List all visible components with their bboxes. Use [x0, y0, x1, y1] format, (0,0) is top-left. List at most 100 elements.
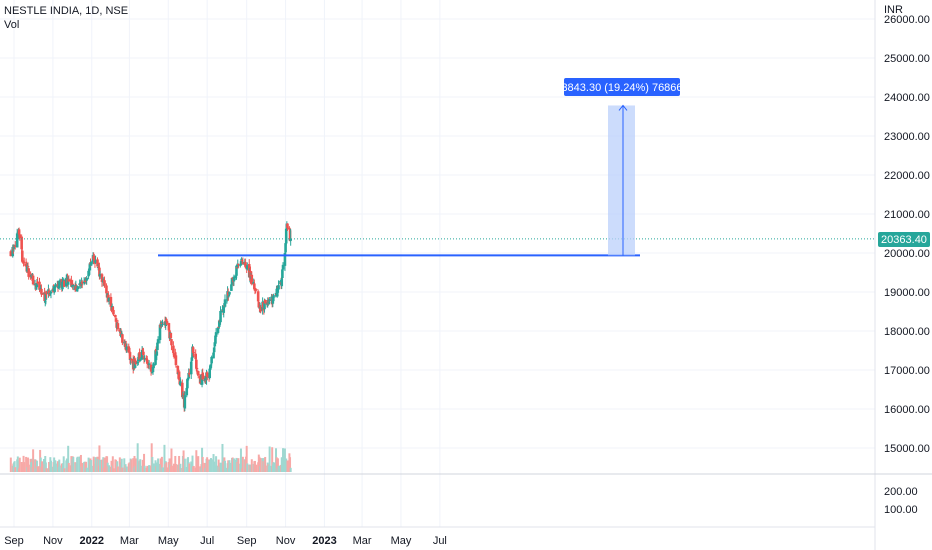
candle-body	[80, 282, 83, 286]
volume-bar	[157, 458, 160, 472]
candle-body	[24, 263, 28, 267]
volume-bar	[231, 457, 234, 472]
volume-bar	[224, 460, 227, 472]
candle-body	[36, 281, 39, 284]
candle-body	[13, 245, 17, 247]
candle-body	[209, 366, 212, 370]
time-tick-label: Jul	[433, 535, 447, 547]
time-tick-label: 2023	[312, 535, 336, 547]
volume-bar	[219, 462, 222, 472]
candle-body	[259, 307, 263, 312]
candle-body	[145, 359, 149, 364]
candle-body	[209, 364, 213, 366]
volume-bar	[23, 462, 26, 472]
volume-bar	[14, 467, 17, 472]
candle-body	[70, 280, 73, 287]
candle-body	[247, 264, 251, 278]
last-price-tag: 20363.40	[878, 232, 930, 247]
candle-body	[225, 299, 229, 301]
price-tick-label: 22000.00	[884, 170, 930, 182]
candle-body	[103, 280, 106, 286]
candle-body	[20, 236, 23, 250]
time-tick-label: Jul	[200, 535, 214, 547]
measure-area[interactable]	[608, 105, 635, 256]
candle-body	[288, 230, 292, 242]
candle-body	[167, 323, 171, 331]
candle-body	[63, 280, 66, 287]
volume-bar	[98, 445, 101, 472]
volume-bar	[111, 456, 114, 472]
candle-body	[181, 382, 184, 398]
candle-body	[61, 281, 64, 290]
volume-bar	[120, 458, 123, 472]
candle-body	[289, 238, 292, 241]
candle-body	[125, 346, 129, 350]
volume-bar	[143, 453, 146, 472]
volume-bar	[289, 467, 292, 472]
candle-body	[239, 264, 242, 266]
volume-bar	[39, 457, 42, 472]
volume-bar	[94, 457, 97, 472]
candle-body	[120, 333, 124, 335]
candle-body	[130, 359, 133, 361]
price-axis[interactable]: INR 26000.00 25000.00 24000.00 23000.00 2200…	[884, 4, 930, 455]
candle-body	[155, 351, 159, 356]
candle-body	[152, 363, 155, 369]
price-range-measure[interactable]: 3843.30 (19.24%) 76866	[561, 78, 683, 256]
candle-body	[27, 268, 30, 277]
candle-body	[136, 361, 139, 364]
candle-body	[158, 324, 162, 340]
volume-bar	[286, 460, 289, 472]
candle-body	[138, 352, 141, 360]
candle-body	[128, 351, 131, 353]
candle-body	[112, 309, 115, 315]
volume-axis[interactable]: 200.00 100.00	[884, 486, 918, 516]
candle-body	[151, 367, 155, 373]
candle-body	[214, 335, 217, 344]
volume-bar	[273, 462, 276, 472]
candle-body	[149, 364, 153, 372]
candle-body	[48, 294, 51, 296]
volume-bar	[85, 467, 88, 472]
candle-body	[43, 300, 47, 303]
price-tick-label: 16000.00	[884, 404, 930, 416]
volume-bar	[258, 456, 261, 472]
candle-body	[12, 247, 16, 249]
price-tick-label: 19000.00	[884, 287, 930, 299]
candle-body	[183, 395, 187, 409]
candle-body	[114, 314, 117, 318]
volume-bar	[217, 459, 220, 472]
volume-tick-label: 100.00	[884, 504, 918, 516]
candle-body	[223, 299, 227, 307]
candle-body	[189, 361, 193, 375]
candle-body	[26, 266, 30, 268]
volume-bar	[79, 454, 82, 472]
candle-body	[271, 297, 275, 304]
volume-bar	[58, 465, 61, 472]
candle-body	[210, 356, 213, 364]
time-tick-label: 2022	[80, 535, 104, 547]
candle-body	[165, 321, 169, 324]
candle-body	[216, 327, 220, 333]
volume-bar	[232, 458, 235, 472]
candle-body	[272, 296, 276, 298]
candle-body	[177, 371, 181, 380]
candle-body	[196, 371, 200, 376]
volume-bar	[103, 457, 106, 472]
volume-bar	[264, 456, 267, 472]
volume-bar	[27, 464, 30, 472]
candle-body	[109, 296, 113, 307]
volume-bar	[36, 466, 39, 472]
candle-body	[107, 294, 110, 301]
time-axis[interactable]: Sep Nov 2022 Mar May Jul Sep Nov 2023 Mar May Jul	[4, 535, 447, 547]
candle-body	[49, 291, 53, 294]
candle-body	[142, 356, 146, 360]
candle-body	[100, 274, 104, 282]
volume-bar	[141, 459, 144, 472]
candle-body	[186, 379, 189, 389]
candle-body	[187, 372, 190, 379]
volume-bar	[54, 460, 57, 472]
price-tick-label: 18000.00	[884, 326, 930, 338]
candle-body	[53, 286, 57, 288]
